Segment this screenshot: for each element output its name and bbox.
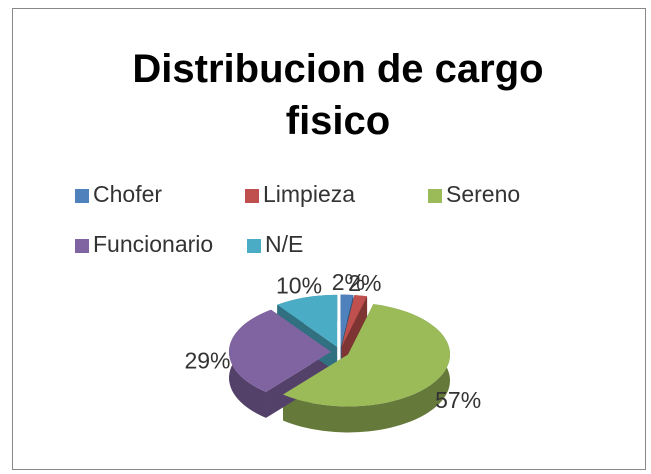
- legend-swatch: [428, 189, 442, 203]
- data-label: 57%: [435, 387, 481, 413]
- legend-swatch: [247, 239, 261, 253]
- slice-radial-wall: [265, 351, 332, 418]
- legend-label: Limpieza: [263, 181, 355, 207]
- pie-slice: [283, 304, 451, 407]
- pie-tops: [229, 294, 451, 407]
- data-label: 29%: [184, 348, 230, 374]
- pie-slice: [341, 295, 368, 347]
- legend-swatch: [75, 239, 89, 253]
- legend-label: Sereno: [446, 181, 520, 207]
- chart-title: Distribucion de cargo fisico: [132, 47, 544, 143]
- data-label: 2%: [332, 269, 365, 295]
- pie-slice: [229, 309, 332, 392]
- legend-label: Funcionario: [93, 231, 213, 257]
- legend-swatch: [245, 189, 259, 203]
- data-label: 10%: [276, 273, 322, 299]
- slice-radial-wall: [341, 296, 368, 373]
- data-label: 2%: [348, 270, 381, 296]
- pie-slice: [277, 294, 338, 347]
- legend-swatch: [75, 189, 89, 203]
- pie-slice: [340, 294, 354, 347]
- legend-label: Chofer: [93, 181, 162, 207]
- legend-label: N/E: [265, 231, 303, 257]
